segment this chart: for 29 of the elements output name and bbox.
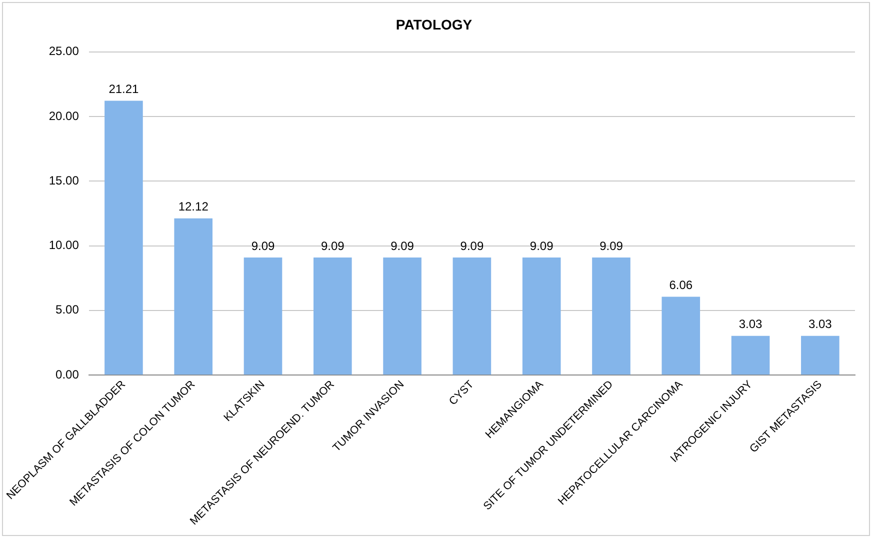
bar [174,218,213,375]
bar [662,296,700,375]
data-label: 3.03 [808,317,832,332]
bar [801,336,840,375]
bar [383,258,422,375]
data-label: 21.21 [108,82,140,96]
bar [522,258,561,375]
data-label: 9.09 [320,238,345,253]
bar [592,258,630,375]
data-label: 9.09 [390,238,414,253]
data-label: 6.06 [669,278,693,292]
y-tick-label: 20.00 [48,108,80,123]
bar [244,258,282,375]
data-label: 3.03 [738,317,763,332]
y-tick-label: 0.00 [56,367,80,382]
data-label: 9.09 [530,238,554,253]
bar [731,336,770,375]
data-label: 9.09 [600,238,624,253]
bar [313,258,352,375]
bar [452,258,492,375]
y-tick-label: 25.00 [48,44,80,58]
data-label: 12.12 [178,200,209,214]
y-tick-label: 5.00 [56,302,80,317]
data-label: 9.09 [251,238,276,253]
y-tick-label: 10.00 [48,238,80,252]
y-tick-label: 15.00 [48,173,80,188]
bar [104,100,143,375]
chart-title: PATOLOGY [396,16,473,32]
data-label: 9.09 [460,238,484,253]
